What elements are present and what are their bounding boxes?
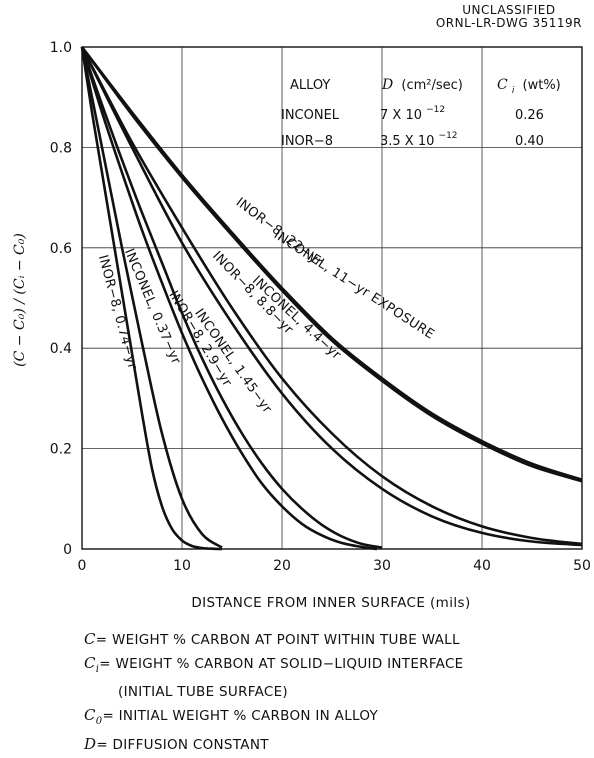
- x-tick-label: 20: [273, 558, 291, 574]
- diffusion-chart: 00.20.40.60.81.0 0 10 20 30 40 50 INOR−8, 0.7…: [12, 40, 591, 611]
- ci-header: C i (wt%): [497, 77, 561, 97]
- alloy-header: ALLOY: [290, 78, 330, 93]
- legend-symbol: C: [84, 706, 96, 724]
- x-tick-label: 40: [473, 558, 491, 574]
- y-tick-label: 0.6: [50, 241, 72, 257]
- y-tick-label: 0.4: [50, 341, 72, 357]
- x-axis-ticks: 0 10 20 30 40 50: [78, 558, 591, 574]
- legend-row: D= DIFFUSION CONSTANT: [84, 733, 464, 757]
- drawing-header: UNCLASSIFIED ORNL-LR-DWG 35119R: [436, 4, 582, 30]
- diffusion-value: 7 X 10 −12: [380, 105, 445, 123]
- x-tick-label: 10: [173, 558, 191, 574]
- legend-subscript: i: [95, 664, 100, 675]
- series-line: [80, 46, 583, 483]
- y-tick-label: 0.2: [50, 442, 72, 458]
- legend-subscript: 0: [95, 716, 103, 727]
- series-line: [80, 46, 383, 549]
- legend-symbol: C: [84, 630, 96, 648]
- y-tick-label: 1.0: [50, 40, 72, 56]
- diffusion-value: 3.5 X 10 −12: [380, 131, 458, 149]
- y-tick-label: 0.8: [50, 140, 72, 156]
- diffusion-mantissa: 7 X 10: [380, 108, 422, 123]
- drawing-number: ORNL-LR-DWG 35119R: [435, 16, 582, 30]
- diffusion-header: D (cm²/sec): [381, 77, 463, 93]
- series-line: [80, 46, 378, 551]
- x-tick-label: 30: [373, 558, 391, 574]
- ci-units: (wt%): [523, 78, 561, 93]
- diffusion-exponent: −12: [426, 105, 445, 115]
- y-axis-label: (C − C₀) / (Cᵢ − C₀): [12, 233, 28, 367]
- legend-row: Ci= WEIGHT % CARBON AT SOLID−LIQUID INTE…: [84, 652, 464, 681]
- ci-symbol: C: [497, 77, 508, 93]
- legend-text: = DIFFUSION CONSTANT: [96, 737, 269, 753]
- diffusion-units: (cm²/sec): [401, 78, 462, 93]
- legend-row: C0= INITIAL WEIGHT % CARBON IN ALLOY: [84, 704, 464, 733]
- series-line: [80, 46, 583, 547]
- alloy-name: INOR−8: [281, 134, 333, 149]
- symbol-legend: C= WEIGHT % CARBON AT POINT WITHIN TUBE …: [84, 628, 464, 757]
- y-tick-label: 0: [63, 542, 72, 558]
- chart-series: [80, 46, 583, 551]
- ci-value: 0.40: [515, 134, 544, 149]
- legend-text: = INITIAL WEIGHT % CARBON IN ALLOY: [102, 708, 379, 724]
- series-line: [80, 46, 583, 546]
- diffusion-exponent: −12: [439, 131, 458, 141]
- series-line: [80, 46, 583, 481]
- legend-row: (INITIAL TUBE SURFACE): [84, 681, 464, 704]
- alloy-name: INCONEL: [281, 108, 340, 123]
- x-axis-label: DISTANCE FROM INNER SURFACE (mils): [191, 595, 470, 611]
- legend-symbol: D: [84, 735, 97, 753]
- series-line: [80, 46, 223, 549]
- ci-subscript: i: [512, 86, 515, 96]
- x-tick-label: 0: [78, 558, 87, 574]
- classification-label: UNCLASSIFIED: [462, 3, 556, 17]
- legend-text: = WEIGHT % CARBON AT POINT WITHIN TUBE W…: [95, 632, 460, 648]
- diffusion-mantissa: 3.5 X 10: [380, 134, 434, 149]
- y-axis-ticks: 0 0.2 0.4 0.6 0.8 1.0: [50, 40, 72, 558]
- legend-text: (INITIAL TUBE SURFACE): [118, 684, 288, 700]
- series-line: [80, 46, 223, 551]
- legend-symbol: C: [84, 654, 96, 672]
- legend-text: = WEIGHT % CARBON AT SOLID−LIQUID INTERF…: [99, 656, 464, 672]
- ci-value: 0.26: [515, 108, 544, 123]
- legend-row: C= WEIGHT % CARBON AT POINT WITHIN TUBE …: [84, 628, 464, 652]
- series-label: INCONEL, 4.4−yr: [249, 273, 344, 363]
- chart-grid: [82, 47, 582, 549]
- plot-area-frame: [81, 46, 583, 550]
- diffusion-symbol: D: [381, 77, 393, 93]
- alloy-table: ALLOY D (cm²/sec) C i (wt%) INCONEL 7 X …: [281, 77, 561, 149]
- x-tick-label: 50: [573, 558, 591, 574]
